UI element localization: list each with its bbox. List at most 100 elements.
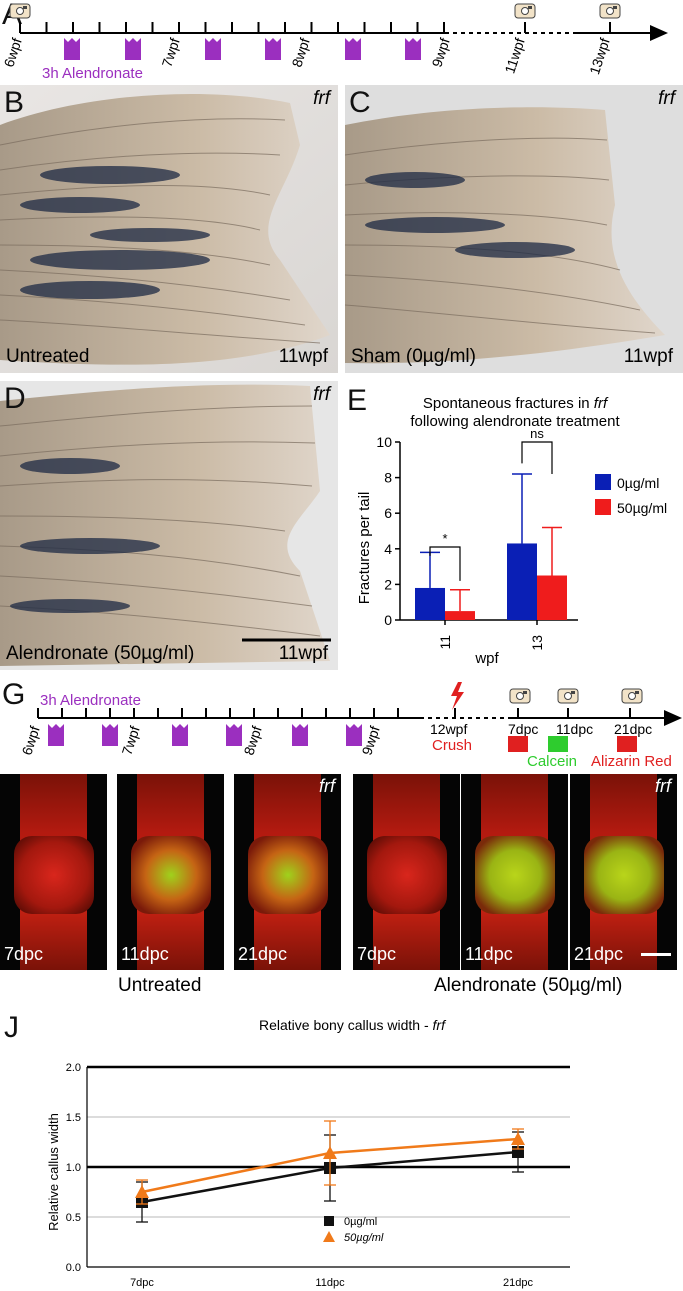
y-tick-label: 1.0 bbox=[66, 1162, 81, 1174]
treatment-marker bbox=[102, 724, 118, 746]
strain-label: frf bbox=[655, 776, 671, 796]
timeline-a-label: 7wpf bbox=[158, 36, 182, 69]
caption-untreated: Untreated bbox=[118, 975, 202, 996]
timeline-g-label: 9wpf bbox=[358, 724, 382, 757]
treatment-marker bbox=[346, 724, 362, 746]
panel-label-g: G bbox=[2, 678, 26, 711]
dye-calcein-marker bbox=[548, 736, 568, 752]
dye-alizarin-marker-2 bbox=[617, 736, 637, 752]
timeline-g: 3h Alendronate 6wpf 7wpf 8wpf 9wpf 12wpf 7dpc… bbox=[18, 682, 682, 770]
timeline-g-label: 7dpc bbox=[508, 721, 538, 737]
timeline-a: 6wpf 7wpf 8wpf 9wpf 11wpf 13wpf 3h Alendronat… bbox=[0, 3, 668, 82]
timeline-a-label: 8wpf bbox=[288, 36, 312, 69]
legend-swatch bbox=[323, 1231, 335, 1242]
strain-label: frf bbox=[319, 776, 335, 796]
timeline-g-arrowhead bbox=[664, 710, 682, 726]
y-tick-label: 6 bbox=[384, 505, 392, 521]
fluorescence-image: 21dpc frf bbox=[234, 774, 341, 970]
chart-e-ylabel: Fractures per tail bbox=[356, 492, 373, 605]
significance-bracket bbox=[521, 441, 553, 475]
significance-label: * bbox=[442, 531, 447, 546]
frame-label: 21dpc bbox=[238, 944, 288, 964]
timeline-a-label: 9wpf bbox=[428, 36, 452, 69]
bar bbox=[507, 543, 537, 620]
timeline-a-arrowhead bbox=[650, 25, 668, 41]
bar bbox=[415, 587, 445, 620]
treatment-marker bbox=[125, 38, 141, 60]
timeline-g-alizarin: Alizarin Red bbox=[591, 753, 672, 770]
chart-e-fractures: Spontaneous fractures in frf following a… bbox=[356, 395, 667, 667]
legend-swatch bbox=[324, 1216, 334, 1226]
fin-illustration bbox=[345, 85, 683, 373]
camera-icon bbox=[599, 3, 621, 19]
x-tick-label: 21dpc bbox=[503, 1277, 533, 1289]
strain-label: frf bbox=[313, 88, 330, 109]
y-tick-label: 2.0 bbox=[66, 1062, 81, 1074]
x-tick-label: 13 bbox=[529, 635, 545, 651]
fluorescence-image: 11dpc bbox=[117, 774, 224, 970]
timeline-g-label: 7wpf bbox=[118, 724, 142, 757]
chart-j-ylabel: Relative callus width bbox=[46, 1113, 61, 1231]
frame-label: 21dpc bbox=[574, 944, 624, 964]
legend-swatch bbox=[595, 474, 611, 490]
treatment-marker bbox=[205, 38, 221, 60]
frame-label: 7dpc bbox=[357, 944, 397, 964]
fin-illustration bbox=[0, 381, 338, 670]
condition-label: Sham (0µg/ml) bbox=[351, 346, 476, 367]
treatment-marker bbox=[345, 38, 361, 60]
treatment-marker bbox=[64, 38, 80, 60]
timeline-a-label: 11wpf bbox=[501, 36, 527, 76]
panel-label-c: C bbox=[349, 86, 371, 119]
camera-icon bbox=[9, 3, 31, 19]
significance-label: ns bbox=[530, 426, 544, 441]
condition-label: Untreated bbox=[6, 346, 90, 367]
camera-icon bbox=[509, 688, 531, 704]
x-tick-label: 11dpc bbox=[315, 1277, 345, 1289]
fluorescence-image: 11dpc bbox=[461, 774, 568, 970]
timeline-a-label: 6wpf bbox=[0, 36, 24, 69]
y-tick-label: 10 bbox=[376, 434, 392, 450]
camera-icon bbox=[621, 688, 643, 704]
frame-label: 11dpc bbox=[121, 944, 169, 964]
frame-label: 11dpc bbox=[465, 944, 513, 964]
camera-icon bbox=[514, 3, 536, 19]
dye-alizarin-marker-1 bbox=[508, 736, 528, 752]
x-tick-label: 7dpc bbox=[130, 1277, 154, 1289]
time-label: 11wpf bbox=[623, 346, 673, 367]
treatment-marker bbox=[265, 38, 281, 60]
caption-alendronate: Alendronate (50µg/ml) bbox=[434, 975, 623, 996]
treatment-marker bbox=[48, 724, 64, 746]
bar bbox=[445, 611, 475, 620]
y-tick-label: 4 bbox=[384, 541, 392, 557]
timeline-g-label: 21dpc bbox=[614, 721, 652, 737]
frame-label: 7dpc bbox=[4, 944, 44, 964]
timeline-g-label: 11dpc bbox=[556, 721, 593, 737]
strain-label: frf bbox=[658, 88, 675, 109]
timeline-g-label: 8wpf bbox=[240, 724, 264, 757]
fluorescence-image: 7dpc bbox=[353, 774, 460, 970]
chart-j-callus-width: Relative bony callus width - frf Relativ… bbox=[46, 1017, 570, 1289]
camera-icon bbox=[557, 688, 579, 704]
treatment-marker bbox=[292, 724, 308, 746]
data-point bbox=[135, 1185, 149, 1198]
strain-label: frf bbox=[313, 384, 330, 405]
y-tick-label: 0 bbox=[384, 612, 392, 628]
fin-illustration bbox=[0, 85, 338, 373]
chart-j-title: Relative bony callus width - frf bbox=[259, 1017, 447, 1033]
y-tick-label: 2 bbox=[384, 576, 392, 592]
y-tick-label: 0.0 bbox=[66, 1262, 81, 1274]
legend-label: 0µg/ml bbox=[344, 1216, 377, 1228]
timeline-g-treatment: 3h Alendronate bbox=[40, 692, 141, 709]
fluorescence-image: 21dpc frf bbox=[570, 774, 677, 970]
panel-label-b: B bbox=[4, 86, 25, 119]
fluorescence-image: 7dpc bbox=[0, 774, 107, 970]
legend-label: 50µg/ml bbox=[344, 1232, 384, 1244]
timeline-a-label: 13wpf bbox=[586, 36, 613, 77]
fin-image-sham: frf Sham (0µg/ml) 11wpf bbox=[345, 85, 683, 373]
treatment-marker bbox=[172, 724, 188, 746]
timeline-g-label: 6wpf bbox=[18, 724, 42, 757]
treatment-marker bbox=[226, 724, 242, 746]
legend-swatch bbox=[595, 499, 611, 515]
time-label: 11wpf bbox=[278, 643, 328, 664]
timeline-g-crush: Crush bbox=[432, 737, 472, 754]
